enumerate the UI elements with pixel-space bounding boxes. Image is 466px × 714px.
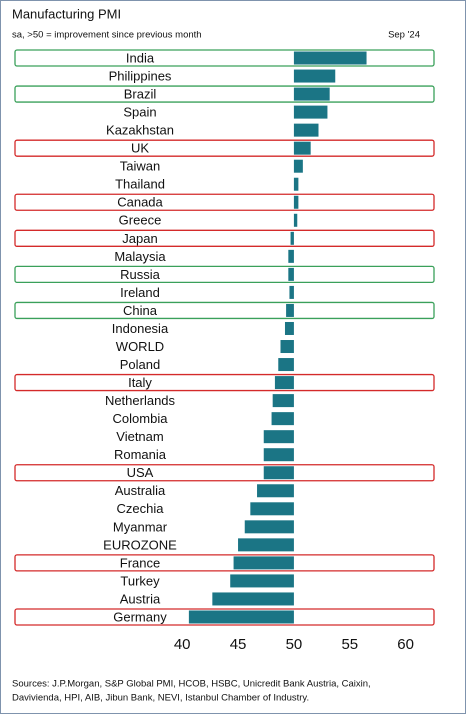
highlight-box: [14, 265, 435, 284]
highlight-box: [14, 301, 435, 320]
bar: [212, 592, 294, 606]
bar: [263, 448, 294, 462]
y-tick-label: Taiwan: [120, 159, 160, 174]
bar: [263, 430, 294, 444]
bar: [288, 267, 294, 281]
source-line: Sources: J.P.Morgan, S&P Global PMI, HCO…: [12, 679, 371, 690]
bar: [274, 376, 294, 390]
y-tick-label: WORLD: [116, 339, 164, 354]
bar: [284, 321, 294, 335]
bar: [263, 466, 294, 480]
y-tick-label: Brazil: [124, 87, 157, 102]
bar: [293, 87, 330, 101]
y-tick-label: Canada: [117, 195, 163, 210]
date-label: Sep '24: [388, 30, 420, 41]
highlight-box: [14, 554, 435, 572]
y-tick-label: Malaysia: [114, 249, 166, 264]
bar: [233, 556, 294, 570]
y-tick-label: EUROZONE: [103, 537, 177, 552]
y-tick-label: Russia: [120, 267, 161, 282]
bar: [271, 412, 294, 426]
bar: [280, 340, 294, 354]
y-tick-label: Spain: [123, 105, 156, 120]
chart-subtitle: sa, >50 = improvement since previous mon…: [12, 30, 202, 41]
bar: [289, 285, 294, 299]
x-tick-label: 40: [174, 636, 191, 653]
bar: [293, 141, 311, 155]
bar: [244, 520, 294, 534]
chart-title: Manufacturing PMI: [12, 6, 121, 21]
y-tick-label: Japan: [122, 231, 157, 246]
highlight-box: [14, 608, 435, 626]
x-tick-label: 60: [397, 636, 414, 653]
y-tick-label: Romania: [114, 447, 167, 462]
y-tick-label: Vietnam: [116, 429, 163, 444]
bar: [290, 231, 294, 245]
x-tick-label: 50: [286, 636, 303, 653]
bar: [272, 394, 294, 408]
highlight-box: [14, 229, 435, 247]
y-tick-label: Myanmar: [113, 519, 168, 534]
y-tick-label: Italy: [128, 375, 152, 390]
y-tick-label: Austria: [120, 591, 161, 606]
y-tick-label: Kazakhstan: [106, 123, 174, 138]
bar: [257, 484, 294, 498]
bar: [238, 538, 294, 552]
y-tick-label: Czechia: [117, 501, 165, 516]
bar: [230, 574, 294, 588]
y-tick-label: Indonesia: [112, 321, 169, 336]
y-tick-label: Netherlands: [105, 393, 176, 408]
y-tick-label: UK: [131, 141, 149, 156]
bar: [286, 303, 294, 317]
y-tick-label: India: [126, 50, 155, 65]
y-tick-label: France: [120, 555, 160, 570]
y-tick-label: China: [123, 303, 158, 318]
highlight-box: [14, 464, 435, 482]
bar: [293, 213, 298, 227]
bar: [293, 159, 303, 173]
highlight-box: [14, 49, 435, 67]
highlight-box: [14, 85, 435, 103]
highlight-box: [14, 193, 435, 211]
y-tick-label: Poland: [120, 357, 160, 372]
bar: [278, 358, 294, 372]
y-tick-label: Colombia: [113, 411, 169, 426]
bar: [288, 249, 294, 263]
bar: [293, 69, 336, 83]
y-tick-label: Ireland: [120, 285, 160, 300]
bar: [293, 51, 367, 65]
y-tick-label: Greece: [119, 213, 162, 228]
highlight-box: [14, 139, 435, 157]
bar: [188, 610, 294, 624]
x-tick-label: 45: [230, 636, 247, 653]
source-line: Davivienda, HPI, AIB, Jibun Bank, NEVI, …: [12, 693, 309, 704]
y-tick-label: Turkey: [120, 573, 160, 588]
bar: [293, 195, 299, 209]
y-tick-label: USA: [127, 465, 154, 480]
y-tick-label: Thailand: [115, 177, 165, 192]
y-tick-label: Australia: [115, 483, 166, 498]
y-tick-label: Germany: [113, 609, 167, 624]
x-tick-label: 55: [341, 636, 358, 653]
bar: [293, 177, 299, 191]
highlight-box: [14, 373, 435, 392]
bar: [293, 123, 319, 137]
y-tick-label: Philippines: [109, 68, 172, 83]
bar: [250, 502, 294, 516]
bar: [293, 105, 328, 119]
